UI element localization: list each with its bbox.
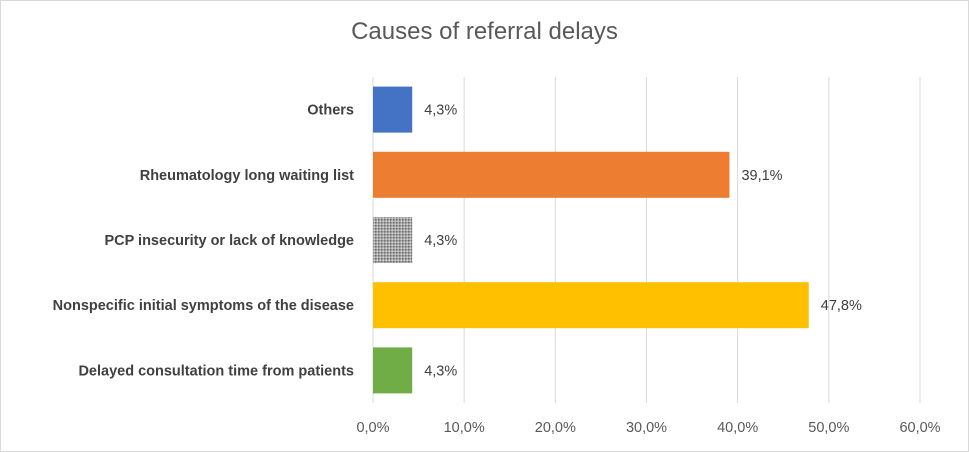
value-label: 4,3%	[424, 103, 457, 119]
category-label: PCP insecurity or lack of knowledge	[104, 233, 354, 249]
bar	[373, 86, 413, 133]
x-tick-label: 60,0%	[899, 420, 940, 436]
bar	[373, 151, 730, 198]
bar	[373, 347, 413, 394]
x-tick-label: 20,0%	[535, 420, 576, 436]
category-label: Nonspecific initial symptoms of the dise…	[53, 298, 354, 314]
value-label: 4,3%	[424, 233, 457, 249]
bar	[373, 217, 413, 263]
value-label: 47,8%	[821, 298, 862, 314]
x-tick-label: 0,0%	[356, 420, 389, 436]
category-label: Others	[307, 103, 354, 119]
x-tick-label: 40,0%	[717, 420, 758, 436]
chart-title: Causes of referral delays	[351, 18, 618, 45]
bar	[373, 282, 809, 329]
value-label: 4,3%	[424, 363, 457, 379]
x-tick-label: 10,0%	[444, 420, 485, 436]
category-label: Rheumatology long waiting list	[140, 168, 354, 184]
x-tick-label: 30,0%	[626, 420, 667, 436]
x-tick-label: 50,0%	[808, 420, 849, 436]
category-label: Delayed consultation time from patients	[78, 363, 354, 379]
value-label: 39,1%	[741, 168, 782, 184]
